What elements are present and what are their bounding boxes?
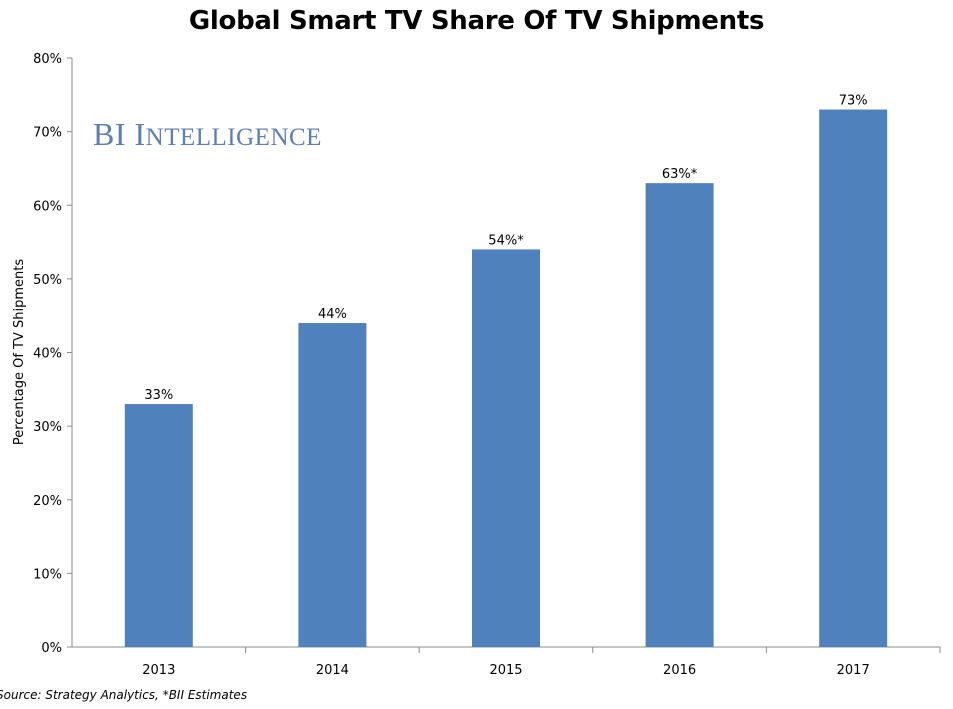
x-tick-label-2017: 2017 — [837, 663, 870, 678]
y-tick-label: 60% — [33, 199, 62, 214]
data-label-2015: 54%* — [488, 233, 524, 248]
y-tick-label: 0% — [41, 641, 62, 656]
x-tick-label-2015: 2015 — [489, 663, 522, 678]
y-axis-title-group: Percentage Of TV Shipments — [12, 259, 27, 446]
x-tick-label-2014: 2014 — [316, 663, 349, 678]
y-tick-label: 80% — [33, 52, 62, 67]
x-tick-label-2016: 2016 — [663, 663, 696, 678]
data-label-2017: 73% — [839, 94, 868, 109]
source-note: Source: Strategy Analytics, *BII Estimat… — [0, 688, 248, 702]
chart-title: Global Smart TV Share Of TV Shipments — [188, 6, 765, 36]
y-tick-label: 20% — [33, 494, 62, 509]
y-tick-label: 70% — [33, 126, 62, 141]
bi-intelligence-watermark: BI INTELLIGENCE — [93, 116, 322, 152]
data-label-2013: 33% — [144, 388, 173, 403]
y-tick-label: 40% — [33, 347, 62, 362]
y-tick-label: 10% — [33, 567, 62, 582]
bar-2016 — [645, 183, 714, 647]
y-axis-title: Percentage Of TV Shipments — [12, 259, 27, 446]
data-labels: 33% 44% 54%* 63%* 73% — [144, 94, 867, 404]
data-label-2014: 44% — [318, 307, 347, 322]
y-tick-label: 30% — [33, 420, 62, 435]
bar-2017 — [819, 109, 888, 648]
bar-2015 — [472, 249, 540, 648]
x-ticks: 2013 2014 2015 2016 2017 — [142, 647, 941, 678]
bars — [124, 109, 888, 648]
data-label-2016: 63%* — [662, 167, 698, 182]
y-ticks: 0% 10% 20% 30% 40% 50% 60% 70% 80% — [33, 52, 72, 656]
bar-2013 — [124, 404, 193, 647]
bar-2014 — [298, 323, 367, 647]
y-tick-label: 50% — [33, 273, 62, 288]
x-tick-label-2013: 2013 — [142, 663, 175, 678]
